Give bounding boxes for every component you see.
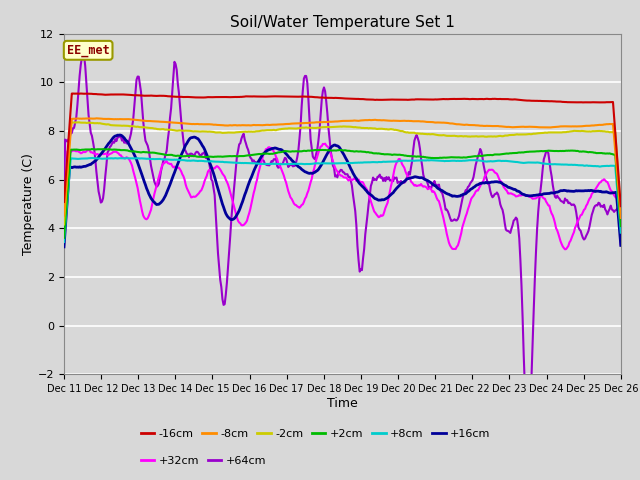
- -8cm: [518, 124, 525, 130]
- Title: Soil/Water Temperature Set 1: Soil/Water Temperature Set 1: [230, 15, 455, 30]
- +8cm: [329, 161, 337, 167]
- -2cm: [74, 120, 81, 125]
- X-axis label: Time: Time: [327, 397, 358, 410]
- +8cm: [326, 161, 333, 167]
- -16cm: [362, 96, 370, 102]
- +16cm: [326, 146, 333, 152]
- +2cm: [329, 147, 337, 153]
- -2cm: [326, 124, 333, 130]
- +8cm: [617, 230, 625, 236]
- -16cm: [518, 97, 525, 103]
- +2cm: [617, 223, 625, 229]
- +16cm: [116, 132, 124, 138]
- -16cm: [72, 91, 80, 96]
- +64cm: [362, 222, 370, 228]
- -2cm: [329, 124, 337, 130]
- +2cm: [88, 146, 96, 152]
- +32cm: [606, 185, 614, 191]
- +32cm: [362, 186, 370, 192]
- +64cm: [518, 283, 525, 288]
- -2cm: [605, 129, 612, 135]
- +8cm: [60, 239, 68, 245]
- Line: +16cm: +16cm: [64, 135, 621, 247]
- +16cm: [362, 188, 370, 193]
- +16cm: [60, 244, 68, 250]
- -16cm: [329, 95, 337, 101]
- -16cm: [605, 99, 612, 105]
- Text: EE_met: EE_met: [67, 44, 109, 57]
- -8cm: [617, 215, 625, 221]
- Line: +32cm: +32cm: [64, 144, 621, 249]
- +32cm: [321, 141, 329, 146]
- +32cm: [561, 246, 569, 252]
- +16cm: [617, 242, 625, 248]
- +64cm: [524, 431, 532, 437]
- +16cm: [329, 143, 337, 149]
- -2cm: [60, 222, 68, 228]
- -2cm: [617, 210, 625, 216]
- +2cm: [393, 152, 401, 157]
- +32cm: [329, 158, 337, 164]
- +64cm: [60, 198, 68, 204]
- -8cm: [93, 116, 100, 121]
- Line: -2cm: -2cm: [64, 122, 621, 225]
- +2cm: [362, 149, 370, 155]
- -16cm: [393, 97, 401, 103]
- -8cm: [393, 118, 401, 123]
- +8cm: [605, 163, 612, 169]
- -16cm: [60, 199, 68, 205]
- +16cm: [518, 191, 525, 196]
- +8cm: [393, 158, 401, 164]
- Line: +64cm: +64cm: [64, 54, 621, 434]
- +32cm: [617, 242, 625, 248]
- Line: +8cm: +8cm: [64, 158, 621, 242]
- Line: +2cm: +2cm: [64, 149, 621, 238]
- +2cm: [518, 150, 525, 156]
- +64cm: [326, 136, 333, 142]
- +32cm: [393, 160, 401, 166]
- +2cm: [605, 151, 612, 156]
- -2cm: [393, 127, 401, 133]
- +8cm: [89, 155, 97, 161]
- +64cm: [79, 51, 87, 57]
- Legend: +32cm, +64cm: +32cm, +64cm: [136, 452, 271, 470]
- +8cm: [518, 160, 525, 166]
- +2cm: [326, 147, 333, 153]
- Line: -16cm: -16cm: [64, 94, 621, 206]
- +32cm: [326, 148, 333, 154]
- -8cm: [60, 213, 68, 218]
- +64cm: [329, 163, 337, 168]
- +32cm: [60, 235, 68, 240]
- -16cm: [617, 203, 625, 209]
- +2cm: [60, 235, 68, 240]
- +16cm: [393, 185, 401, 191]
- +64cm: [606, 206, 614, 212]
- -8cm: [326, 119, 333, 124]
- +8cm: [362, 159, 370, 165]
- -2cm: [518, 132, 525, 137]
- +64cm: [393, 175, 401, 180]
- -8cm: [362, 117, 370, 123]
- +16cm: [605, 190, 612, 195]
- Line: -8cm: -8cm: [64, 119, 621, 218]
- -8cm: [329, 119, 337, 125]
- Y-axis label: Temperature (C): Temperature (C): [22, 153, 35, 255]
- -16cm: [326, 95, 333, 101]
- +32cm: [518, 192, 525, 198]
- +64cm: [617, 241, 625, 247]
- -2cm: [362, 125, 370, 131]
- -8cm: [605, 121, 612, 127]
